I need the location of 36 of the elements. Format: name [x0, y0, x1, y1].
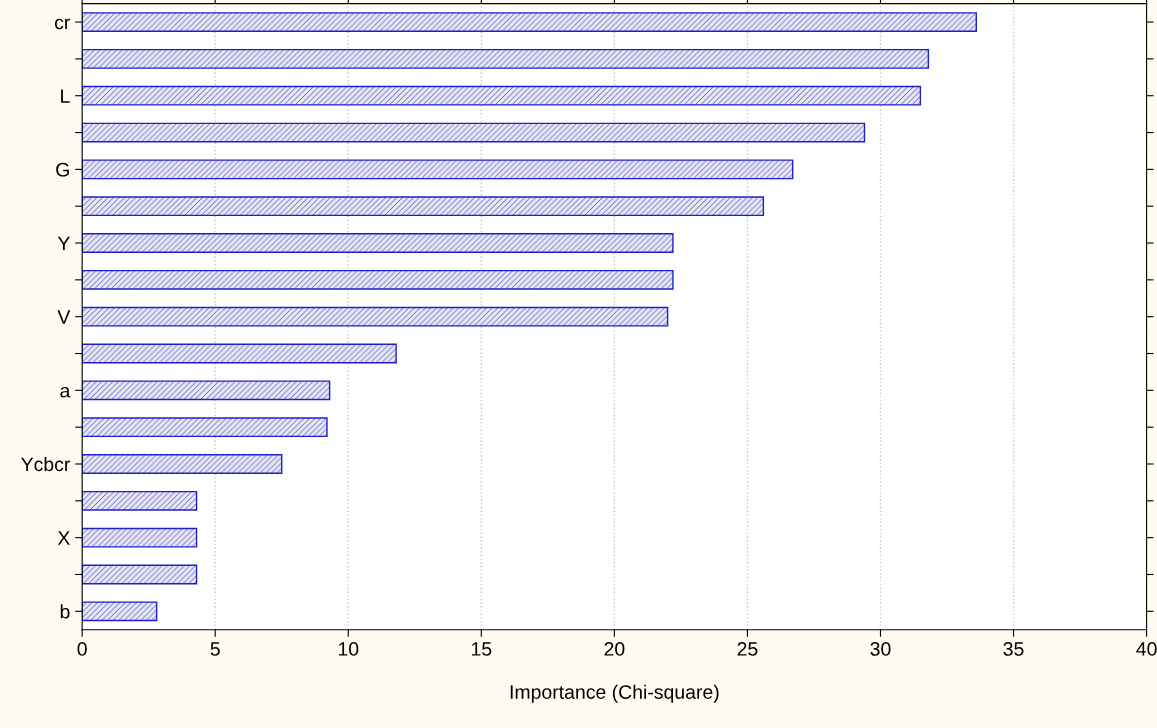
- bar: [82, 343, 397, 364]
- y-tick-label: G: [56, 162, 69, 177]
- y-tick-label: b: [60, 604, 70, 619]
- bar: [82, 454, 283, 474]
- bar: [82, 601, 158, 622]
- y-tick-label: Ycbcr: [21, 456, 71, 472]
- x-tick-label: 30: [870, 642, 891, 656]
- x-tick-label: 10: [338, 642, 359, 656]
- y-tick-label: V: [57, 310, 71, 324]
- x-tick-label: 25: [737, 642, 758, 656]
- x-tick-label: 35: [1003, 642, 1024, 656]
- bar: [82, 196, 765, 217]
- x-tick-label: 0: [77, 642, 87, 656]
- y-tick-label: a: [60, 386, 71, 398]
- x-axis-title: Importance (Chi-square): [510, 684, 719, 703]
- bar: [82, 122, 866, 143]
- x-tick-label: 40: [1136, 642, 1157, 656]
- x-tick-label: 20: [604, 642, 625, 656]
- bar: [82, 269, 674, 290]
- bar: [82, 233, 674, 253]
- bar: [82, 417, 328, 438]
- y-tick-label: L: [61, 89, 70, 103]
- x-tick-label: 15: [471, 642, 492, 656]
- bar: [82, 306, 669, 327]
- y-tick-label: Y: [57, 236, 70, 251]
- bar: [82, 85, 922, 106]
- bar: [82, 12, 977, 32]
- bar: [82, 48, 930, 69]
- bar: [82, 159, 794, 180]
- y-tick-label: X: [57, 531, 70, 545]
- bar: [82, 564, 198, 585]
- x-tick-label: 5: [210, 642, 220, 656]
- bar: [82, 380, 331, 401]
- y-tick-label: cr: [54, 18, 71, 30]
- bar: [82, 527, 198, 548]
- bar: [82, 490, 198, 511]
